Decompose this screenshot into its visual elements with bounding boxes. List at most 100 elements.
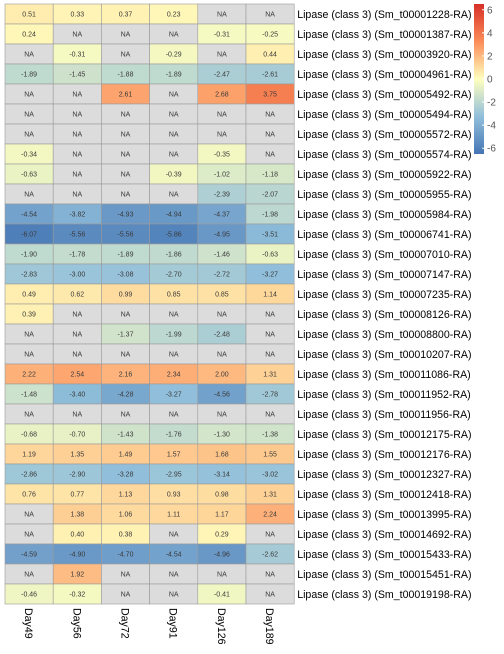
- cell-value-label: 1.55: [263, 451, 277, 458]
- row-label: Lipase (class 3) (Sm_t00005955-RA): [297, 189, 471, 201]
- cell-value-label: NA: [265, 531, 275, 538]
- cell-value-label: NA: [72, 351, 82, 358]
- cell-value-label: NA: [24, 51, 34, 58]
- cell-value-label: NA: [169, 151, 179, 158]
- cell-value-label: NA: [169, 31, 179, 38]
- cell-value-label: NA: [169, 351, 179, 358]
- heatmap-cells: 0.51 0.33 0.37 0.23 NA NA 0.24 NA NA NA -0.31 -0.25…: [4, 3, 295, 605]
- cell-value-label: -1.37: [118, 331, 134, 338]
- cell-value-label: -0.68: [21, 431, 37, 438]
- cell-value-label: NA: [72, 131, 82, 138]
- cell-value-label: 0.37: [119, 11, 133, 18]
- cell-value-label: NA: [24, 531, 34, 538]
- row-label: Lipase (class 3) (Sm_t00010207-RA): [297, 349, 471, 361]
- row-label: Lipase (class 3) (Sm_t00008800-RA): [297, 329, 471, 341]
- cell-value-label: 2.22: [22, 371, 36, 378]
- cell-value-label: 0.39: [22, 311, 36, 318]
- row-label: Lipase (class 3) (Sm_t00005984-RA): [297, 209, 471, 221]
- cell-value-label: -2.07: [262, 191, 278, 198]
- cell-value-label: -0.34: [21, 151, 37, 158]
- legend-tick-label: 4: [487, 28, 493, 39]
- cell-value-label: -4.70: [118, 551, 134, 558]
- cell-value-label: -0.35: [214, 151, 230, 158]
- cell-value-label: NA: [121, 571, 131, 578]
- cell-value-label: 0.98: [215, 491, 229, 498]
- cell-value-label: 0.99: [119, 291, 133, 298]
- row-label: Lipase (class 3) (Sm_t00008126-RA): [297, 309, 471, 321]
- cell-value-label: NA: [72, 191, 82, 198]
- cell-value-label: -1.02: [214, 171, 230, 178]
- cell-value-label: -4.54: [21, 211, 37, 218]
- row-label: Lipase (class 3) (Sm_t00004961-RA): [297, 69, 471, 81]
- cell-value-label: NA: [217, 131, 227, 138]
- legend-color-bar: [474, 4, 484, 154]
- cell-value-label: -1.86: [166, 251, 182, 258]
- cell-value-label: -1.98: [262, 211, 278, 218]
- cell-value-label: -3.51: [262, 231, 278, 238]
- column-labels: Day49 Day56 Day72 Day91 Day126 Day189: [22, 608, 275, 645]
- row-label: Lipase (class 3) (Sm_t00005492-RA): [297, 89, 471, 101]
- cell-value-label: NA: [265, 571, 275, 578]
- cell-value-label: 0.85: [167, 291, 181, 298]
- row-label: Lipase (class 3) (Sm_t00007010-RA): [297, 249, 471, 261]
- cell-value-label: 0.93: [167, 491, 181, 498]
- cell-value-label: -1.45: [69, 71, 85, 78]
- cell-value-label: -1.90: [21, 251, 37, 258]
- legend-tick-label: -2: [487, 98, 496, 109]
- row-label: Lipase (class 3) (Sm_t00011086-RA): [297, 369, 471, 381]
- cell-value-label: 1.31: [263, 491, 277, 498]
- cell-value-label: -0.63: [262, 251, 278, 258]
- cell-value-label: 2.00: [215, 371, 229, 378]
- cell-value-label: -0.39: [166, 171, 182, 178]
- cell-value-label: -4.56: [214, 391, 230, 398]
- cell-value-label: -3.27: [166, 391, 182, 398]
- cell-value-label: 1.92: [70, 571, 84, 578]
- cell-value-label: -2.48: [214, 331, 230, 338]
- color-legend: 6 4 2 0 -2 -4 -6: [474, 4, 496, 155]
- cell-value-label: 2.68: [215, 91, 229, 98]
- cell-value-label: -2.95: [166, 471, 182, 478]
- cell-value-label: NA: [24, 131, 34, 138]
- cell-value-label: -1.78: [69, 251, 85, 258]
- cell-value-label: -0.29: [166, 51, 182, 58]
- cell-value-label: NA: [121, 131, 131, 138]
- cell-value-label: 0.38: [119, 531, 133, 538]
- cell-value-label: -2.47: [214, 71, 230, 78]
- cell-value-label: NA: [24, 511, 34, 518]
- cell-value-label: -3.40: [69, 391, 85, 398]
- row-label: Lipase (class 3) (Sm_t00012418-RA): [297, 489, 471, 501]
- row-label: Lipase (class 3) (Sm_t00001387-RA): [297, 29, 471, 41]
- cell-value-label: 0.62: [70, 291, 84, 298]
- cell-value-label: -2.78: [262, 391, 278, 398]
- cell-value-label: NA: [121, 51, 131, 58]
- cell-value-label: -5.56: [69, 231, 85, 238]
- cell-value-label: -1.89: [166, 71, 182, 78]
- cell-value-label: NA: [265, 311, 275, 318]
- cell-value-label: NA: [24, 191, 34, 198]
- cell-value-label: NA: [72, 31, 82, 38]
- cell-value-label: 0.76: [22, 491, 36, 498]
- cell-value-label: -4.93: [118, 211, 134, 218]
- cell-value-label: 1.38: [70, 511, 84, 518]
- cell-value-label: 2.34: [167, 371, 181, 378]
- cell-value-label: NA: [121, 111, 131, 118]
- cell-value-label: 1.14: [263, 291, 277, 298]
- cell-value-label: 1.31: [263, 371, 277, 378]
- cell-value-label: NA: [217, 351, 227, 358]
- cell-value-label: -2.61: [262, 71, 278, 78]
- row-label: Lipase (class 3) (Sm_t00007235-RA): [297, 289, 471, 301]
- cell-value-label: NA: [72, 171, 82, 178]
- cell-value-label: 1.68: [215, 451, 229, 458]
- column-label: Day56: [70, 608, 82, 639]
- cell-value-label: NA: [121, 311, 131, 318]
- row-label: Lipase (class 3) (Sm_t00003920-RA): [297, 49, 471, 61]
- cell-value-label: 0.44: [263, 51, 277, 58]
- cell-value-label: -1.99: [166, 331, 182, 338]
- cell-value-label: -0.32: [69, 591, 85, 598]
- cell-value-label: -2.62: [262, 551, 278, 558]
- cell-value-label: -1.43: [118, 431, 134, 438]
- cell-value-label: -1.18: [262, 171, 278, 178]
- cell-value-label: NA: [265, 591, 275, 598]
